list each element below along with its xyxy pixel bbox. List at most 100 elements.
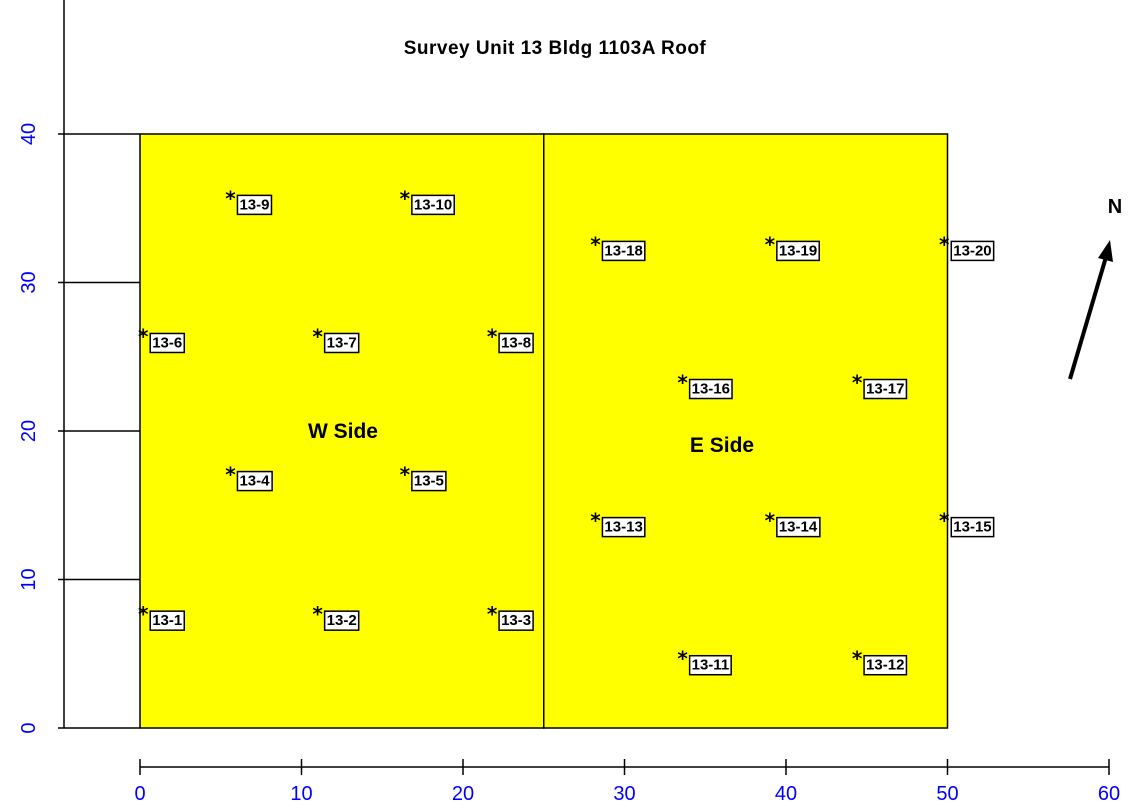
point-label-box — [411, 194, 455, 216]
sample-point: * 13-1 — [138, 602, 186, 631]
north-arrow-head — [1098, 240, 1113, 262]
sample-point: * 13-12 — [852, 647, 908, 676]
point-marker: * — [400, 186, 411, 210]
point-marker: * — [677, 647, 688, 671]
sample-point: * 13-15 — [939, 509, 995, 538]
point-label: 13-8 — [501, 334, 531, 351]
point-label: 13-9 — [239, 196, 269, 213]
point-marker: * — [312, 602, 323, 626]
point-label-box — [688, 654, 732, 676]
sample-point: * 13-18 — [590, 232, 646, 262]
point-label: 13-11 — [692, 657, 730, 674]
x-tick-label: 10 — [290, 783, 312, 805]
sample-point: * 13-11 — [677, 647, 732, 676]
regions-layer: W Side E Side — [139, 133, 949, 729]
point-marker: * — [852, 647, 863, 671]
x-tick-label: 0 — [134, 783, 145, 805]
point-label: 13-5 — [414, 473, 444, 490]
north-arrow-group: N — [1068, 196, 1122, 380]
point-label-box — [863, 654, 908, 676]
point-label: 13-20 — [953, 242, 991, 259]
point-label-box — [688, 378, 733, 400]
point-marker: * — [852, 371, 863, 395]
point-marker: * — [487, 602, 498, 626]
point-label-box — [323, 332, 360, 354]
sample-point: * 13-7 — [312, 324, 360, 354]
point-label: 13-7 — [327, 334, 357, 351]
point-label: 13-1 — [152, 612, 182, 629]
sample-point: * 13-17 — [852, 371, 908, 400]
point-marker: * — [225, 463, 236, 487]
point-label: 13-3 — [501, 612, 531, 629]
sample-point: * 13-4 — [225, 463, 273, 492]
point-label-box — [236, 194, 273, 216]
point-label: 13-12 — [866, 657, 904, 674]
point-label: 13-13 — [604, 519, 642, 536]
sample-point: * 13-14 — [765, 509, 821, 538]
north-arrow-line — [1068, 256, 1108, 380]
point-marker: * — [487, 324, 498, 348]
sample-point: * 13-3 — [487, 602, 534, 631]
point-label: 13-10 — [414, 196, 452, 213]
point-marker: * — [590, 509, 601, 533]
x-tick-label: 60 — [1098, 783, 1120, 805]
point-label: 13-6 — [152, 334, 182, 351]
points-layer: * 13-1 * 13-2 * 13-3* 13-4 * 13-5* 13-6 * 13-7 * 13-8… — [138, 186, 995, 676]
region-label: W Side — [308, 420, 378, 443]
sample-point: * 13-6 — [138, 324, 186, 354]
point-label-box — [411, 470, 447, 492]
point-label-box — [149, 610, 186, 631]
point-label: 13-18 — [604, 242, 642, 259]
point-label-box — [776, 240, 820, 262]
point-marker: * — [312, 324, 323, 348]
point-label-box — [236, 470, 273, 492]
y-tick-label: 40 — [18, 123, 40, 145]
point-label: 13-16 — [692, 381, 730, 398]
chart-title: Survey Unit 13 Bldg 1103A Roof — [404, 38, 707, 59]
point-marker: * — [138, 324, 149, 348]
point-label-box — [776, 516, 821, 538]
point-marker: * — [138, 602, 149, 626]
point-marker: * — [677, 371, 688, 395]
sample-point: * 13-8 — [487, 324, 534, 354]
x-tick-label: 40 — [775, 783, 797, 805]
point-label-box — [601, 240, 646, 262]
point-marker: * — [939, 232, 950, 256]
point-label-box — [863, 378, 908, 400]
point-label: 13-14 — [779, 519, 818, 536]
point-label: 13-2 — [327, 612, 357, 629]
region-label: E Side — [690, 434, 754, 457]
x-tick-label: 50 — [936, 783, 958, 805]
point-label-box — [950, 240, 995, 262]
sample-point: * 13-20 — [939, 232, 995, 262]
point-marker: * — [400, 463, 411, 487]
region-e-side — [543, 133, 949, 729]
sample-point: * 13-10 — [400, 186, 455, 216]
sample-point: * 13-2 — [312, 602, 360, 631]
point-label: 13-19 — [779, 242, 817, 259]
point-label: 13-17 — [866, 381, 904, 398]
y-tick-label: 20 — [18, 420, 40, 442]
point-label: 13-15 — [953, 519, 991, 536]
point-marker: * — [590, 232, 601, 256]
sample-point: * 13-9 — [225, 186, 273, 216]
point-label-box — [149, 332, 186, 354]
point-marker: * — [765, 232, 776, 256]
axes-layer: 0 10 20 30 40 0 10 20 30 40 50 60 — [18, 0, 1120, 805]
point-marker: * — [939, 509, 950, 533]
y-tick-label: 10 — [18, 568, 40, 590]
y-tick-label: 30 — [18, 271, 40, 293]
point-label-box — [323, 610, 360, 631]
point-label: 13-4 — [239, 473, 270, 490]
point-marker: * — [225, 186, 236, 210]
north-label: N — [1108, 196, 1122, 218]
point-label-box — [950, 516, 995, 538]
point-marker: * — [765, 509, 776, 533]
sample-point: * 13-13 — [590, 509, 646, 538]
point-label-box — [601, 516, 646, 538]
point-label-box — [498, 610, 534, 631]
y-tick-label: 0 — [18, 722, 40, 733]
sample-point: * 13-5 — [400, 463, 447, 492]
point-label-box — [498, 332, 534, 354]
